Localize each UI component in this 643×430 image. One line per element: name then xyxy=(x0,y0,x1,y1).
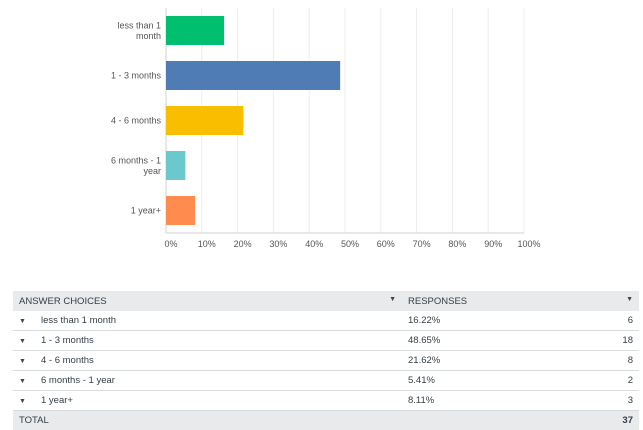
answer-choice-label: less than 1 month xyxy=(41,315,116,326)
response-count: 2 xyxy=(558,370,639,391)
x-tick-label: 20% xyxy=(234,239,252,249)
x-tick-label: 60% xyxy=(377,239,395,249)
x-axis-tick-labels: 0% 10% 20% 30% 40% 50% 60% 70% 80% 90% 100% xyxy=(164,239,540,249)
bar xyxy=(166,196,196,225)
answer-choice-cell: ▼ 1 - 3 months xyxy=(13,330,402,351)
total-spacer xyxy=(402,410,559,430)
caret-down-icon[interactable]: ▼ xyxy=(389,295,396,303)
total-count: 37 xyxy=(558,410,639,430)
response-count: 18 xyxy=(558,330,639,351)
x-tick-label: 90% xyxy=(484,239,502,249)
total-label: TOTAL xyxy=(13,410,402,430)
table-row: ▼ 6 months - 1 year 5.41% 2 xyxy=(13,370,639,391)
answer-choice-cell: ▼ 1 year+ xyxy=(13,390,402,411)
answer-choice-cell: ▼ 6 months - 1 year xyxy=(13,370,402,391)
x-tick-label: 0% xyxy=(164,239,177,249)
bar xyxy=(166,151,186,180)
answer-choice-label: 1 - 3 months xyxy=(41,335,94,346)
answer-choice-label: 6 months - 1 year xyxy=(41,375,115,386)
results-header-row: ANSWER CHOICES ▼ RESPONSES ▼ xyxy=(13,291,639,311)
bar xyxy=(166,106,244,135)
total-row: TOTAL 37 xyxy=(13,410,639,430)
answer-choice-label: 4 - 6 months xyxy=(41,355,94,366)
chart-gridlines xyxy=(165,8,525,234)
answer-choices-header[interactable]: ANSWER CHOICES ▼ xyxy=(13,291,402,311)
response-count: 8 xyxy=(558,350,639,371)
responses-header-label: RESPONSES xyxy=(408,295,468,307)
table-row: ▼ 1 year+ 8.11% 3 xyxy=(13,390,639,411)
answer-choices-header-label: ANSWER CHOICES xyxy=(19,295,107,307)
caret-down-icon[interactable]: ▼ xyxy=(626,295,633,303)
x-tick-label: 50% xyxy=(341,239,359,249)
x-tick-label: 40% xyxy=(305,239,323,249)
caret-down-icon[interactable]: ▼ xyxy=(19,338,26,345)
response-percent: 48.65% xyxy=(402,330,559,351)
response-count: 6 xyxy=(558,311,639,331)
caret-down-icon[interactable]: ▼ xyxy=(19,358,26,365)
category-label: 6 months - 1 xyxy=(111,155,161,165)
category-label: 1 year+ xyxy=(131,206,161,216)
table-row: ▼ 1 - 3 months 48.65% 18 xyxy=(13,330,639,351)
answer-choice-cell: ▼ 4 - 6 months xyxy=(13,350,402,371)
response-percent: 21.62% xyxy=(402,350,559,371)
category-label: month xyxy=(136,31,161,41)
bar xyxy=(166,61,341,90)
category-label: less than 1 xyxy=(117,20,161,30)
x-tick-label: 80% xyxy=(448,239,466,249)
x-tick-label: 30% xyxy=(269,239,287,249)
category-label: 4 - 6 months xyxy=(111,116,162,126)
responses-header[interactable]: RESPONSES ▼ xyxy=(402,291,639,311)
answer-choice-label: 1 year+ xyxy=(41,395,73,406)
response-percent: 5.41% xyxy=(402,370,559,391)
bar xyxy=(166,16,225,45)
response-percent: 16.22% xyxy=(402,311,559,331)
x-tick-label: 100% xyxy=(517,239,540,249)
table-row: ▼ less than 1 month 16.22% 6 xyxy=(13,311,639,331)
category-label: 1 - 3 months xyxy=(111,71,162,81)
response-count: 3 xyxy=(558,390,639,411)
caret-down-icon[interactable]: ▼ xyxy=(19,318,26,325)
response-percent: 8.11% xyxy=(402,390,559,411)
category-label: year xyxy=(143,166,161,176)
x-tick-label: 70% xyxy=(413,239,431,249)
answer-choice-cell: ▼ less than 1 month xyxy=(13,311,402,331)
results-table: ANSWER CHOICES ▼ RESPONSES ▼ ▼ less than … xyxy=(13,291,639,430)
x-tick-label: 10% xyxy=(198,239,216,249)
chart-bars xyxy=(166,16,341,225)
caret-down-icon[interactable]: ▼ xyxy=(19,398,26,405)
table-row: ▼ 4 - 6 months 21.62% 8 xyxy=(13,350,639,371)
caret-down-icon[interactable]: ▼ xyxy=(19,378,26,385)
